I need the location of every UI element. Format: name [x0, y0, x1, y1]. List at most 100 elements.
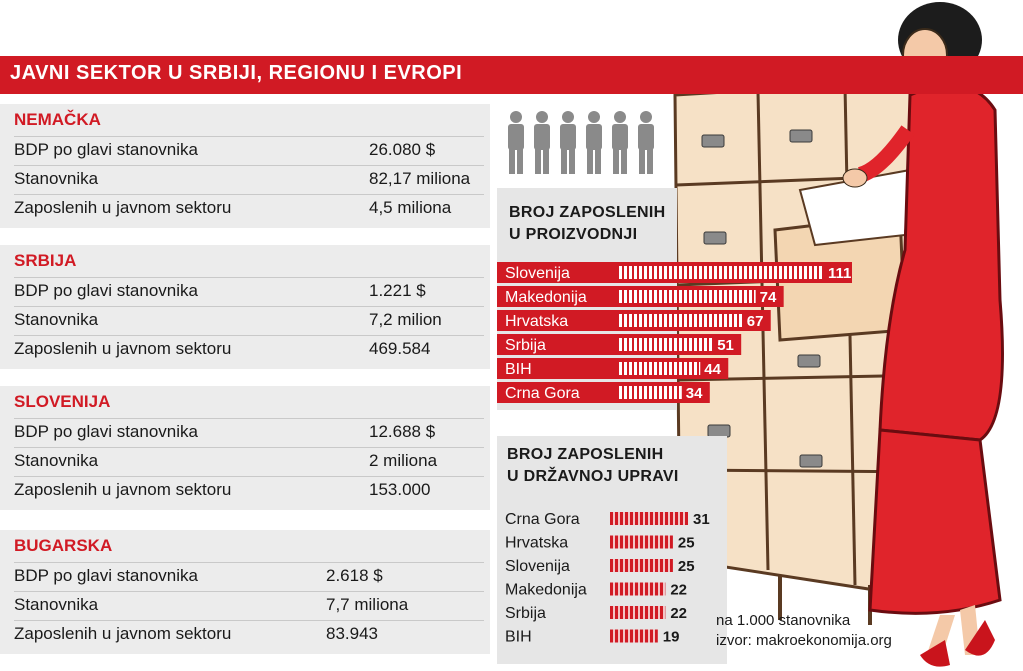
bar-stripe [627, 266, 629, 279]
stat-label: Zaposlenih u javnom sektoru [14, 339, 232, 358]
bar-stripe [642, 266, 644, 279]
bar-stripe [682, 290, 684, 303]
category-label: Crna Gora [505, 385, 580, 402]
chart-title-line: BROJ ZAPOSLENIH [507, 446, 664, 463]
bar-stripe [638, 629, 640, 643]
bar-stripe [662, 266, 664, 279]
woman-filing-cabinet-illustration [673, 2, 1004, 667]
bar-stripe [657, 386, 659, 399]
bar [619, 314, 743, 327]
bar-stripe [787, 266, 789, 279]
bar-stripe [653, 606, 655, 619]
bar-stripe [618, 582, 620, 596]
bar-stripe [692, 314, 694, 327]
unit-note: na 1.000 stanovnika [716, 612, 851, 629]
bar-stripe [678, 512, 680, 525]
bar-stripe [622, 362, 624, 375]
bar-stripe [663, 535, 665, 549]
stat-value: 12.688 $ [369, 422, 436, 441]
bar-stripe [633, 629, 635, 643]
chart-drzavna-uprava: BROJ ZAPOSLENIH U DRŽAVNOJ UPRAVI [497, 436, 727, 664]
bar-stripe [737, 314, 739, 327]
bar-stripe [707, 314, 709, 327]
bar-stripe [697, 362, 699, 375]
category-label: Slovenija [505, 558, 570, 575]
value-label: 74 [760, 289, 777, 306]
bar-stripe [652, 338, 654, 351]
value-label: 44 [704, 361, 721, 378]
bar-stripe [623, 512, 625, 525]
stat-label: Stanovnika [14, 451, 99, 470]
bar-stripe [742, 266, 744, 279]
bar-stripe [668, 535, 670, 549]
stat-row: Zaposlenih u javnom sektoru 153.000 [14, 476, 484, 505]
bar-stripe [742, 314, 744, 327]
bar-stripe [663, 582, 665, 596]
value-label: 22 [670, 605, 687, 622]
stat-label: BDP po glavi stanovnika [14, 140, 198, 159]
bar-stripe [627, 290, 629, 303]
stat-label: Stanovnika [14, 169, 99, 188]
category-label: BIH [505, 629, 532, 646]
bar-stripe [652, 314, 654, 327]
bar-stripe [692, 266, 694, 279]
chart-title-line: U PROIZVODNJI [509, 226, 638, 243]
bar-stripe [737, 290, 739, 303]
bar-stripe [663, 606, 665, 619]
bar-stripe [643, 582, 645, 596]
stat-value: 2 miliona [369, 451, 438, 470]
bar-stripe [647, 338, 649, 351]
category-label: BIH [505, 361, 532, 378]
bar-stripe [658, 606, 660, 619]
bar-stripe [638, 559, 640, 572]
stat-label: Stanovnika [14, 595, 99, 614]
bar-stripe [648, 535, 650, 549]
stat-row: Stanovnika 2 miliona [14, 447, 484, 476]
chart-title-line: BROJ ZAPOSLENIH [509, 204, 666, 221]
bar-stripe [627, 386, 629, 399]
bar-stripe [648, 606, 650, 619]
stat-value: 83.943 [326, 624, 378, 643]
bar-stripe [707, 290, 709, 303]
category-label: Hrvatska [505, 313, 568, 330]
stat-row: BDP po glavi stanovnika 12.688 $ [14, 418, 484, 447]
bar-stripe [618, 512, 620, 525]
bar-stripe [623, 606, 625, 619]
bar-stripe [658, 512, 660, 525]
bar-stripe [732, 266, 734, 279]
bar-stripe [727, 266, 729, 279]
bar-stripe [648, 512, 650, 525]
bar-stripe [672, 386, 674, 399]
bar-stripe [702, 290, 704, 303]
bar-stripe [692, 338, 694, 351]
bar-stripe [663, 559, 665, 572]
value-label: 31 [693, 511, 710, 528]
bar-stripe [687, 314, 689, 327]
bar-stripe [628, 629, 630, 643]
bar-stripe [613, 535, 615, 549]
stat-value: 469.584 [369, 339, 431, 358]
bar-stripe [697, 338, 699, 351]
bar-stripe [622, 338, 624, 351]
bar-stripe [712, 266, 714, 279]
bar-stripe [623, 629, 625, 643]
bar-stripe [623, 535, 625, 549]
bar-stripe [672, 314, 674, 327]
bar-stripe [802, 266, 804, 279]
bar-stripe [633, 535, 635, 549]
stat-row: BDP po glavi stanovnika 1.221 $ [14, 277, 484, 306]
bar-stripe [657, 362, 659, 375]
bar-stripe [643, 606, 645, 619]
bar-stripe [648, 582, 650, 596]
stat-value: 153.000 [369, 480, 431, 499]
value-label: 25 [678, 558, 695, 575]
bar-stripe [637, 338, 639, 351]
bar-stripe [658, 582, 660, 596]
country-panel-bugarska: BUGARSKA BDP po glavi stanovnika 2.618 $ … [0, 530, 490, 654]
bar-stripe [613, 606, 615, 619]
bar-stripe [722, 314, 724, 327]
bar-stripe [752, 290, 754, 303]
bar-stripe [642, 314, 644, 327]
country-name: SRBIJA [14, 251, 77, 270]
bar-stripe [633, 606, 635, 619]
